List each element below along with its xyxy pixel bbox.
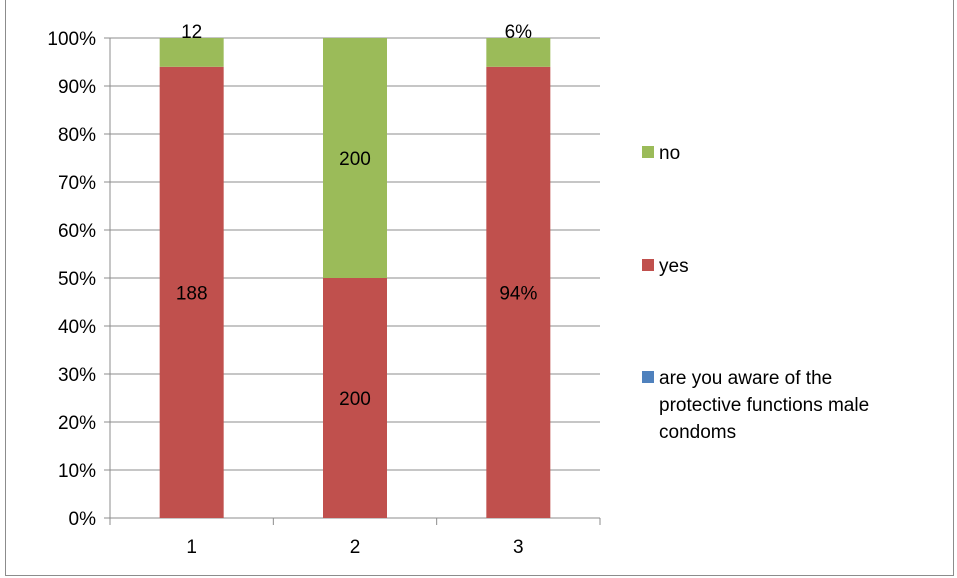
bar-segment-yes bbox=[486, 66, 551, 519]
bar-segment-no bbox=[323, 38, 387, 278]
y-tick-label: 10% bbox=[58, 461, 96, 482]
y-tick-label: 50% bbox=[58, 269, 96, 290]
x-tick-label: 3 bbox=[513, 537, 524, 558]
legend-label: are you aware of the bbox=[659, 368, 832, 389]
bar-segment-no bbox=[159, 38, 224, 67]
data-label: 200 bbox=[339, 389, 371, 410]
legend-swatch bbox=[642, 371, 654, 383]
x-tick-label: 1 bbox=[186, 537, 197, 558]
y-tick-label: 0% bbox=[69, 509, 97, 530]
data-label: 188 bbox=[176, 283, 208, 304]
data-label: 200 bbox=[339, 149, 371, 170]
y-tick-label: 60% bbox=[58, 221, 96, 242]
bar-segment-yes bbox=[323, 278, 387, 518]
legend-label: protective functions male bbox=[659, 395, 869, 416]
legend-label: yes bbox=[659, 256, 689, 277]
y-tick-label: 30% bbox=[58, 365, 96, 386]
bar-segment-no bbox=[486, 38, 551, 67]
legend-label: condoms bbox=[659, 422, 736, 443]
y-tick-label: 20% bbox=[58, 413, 96, 434]
y-tick-label: 40% bbox=[58, 317, 96, 338]
legend-swatch bbox=[642, 259, 654, 271]
data-label: 94% bbox=[499, 283, 537, 304]
legend-swatch bbox=[642, 146, 654, 158]
data-label: 6% bbox=[505, 22, 533, 43]
y-tick-label: 90% bbox=[58, 77, 96, 98]
data-label: 12 bbox=[181, 22, 202, 43]
x-tick-label: 2 bbox=[350, 537, 361, 558]
legend-label: no bbox=[659, 143, 680, 164]
bar-segment-yes bbox=[159, 66, 224, 519]
y-tick-label: 100% bbox=[47, 29, 96, 50]
y-tick-label: 80% bbox=[58, 125, 96, 146]
y-tick-label: 70% bbox=[58, 173, 96, 194]
